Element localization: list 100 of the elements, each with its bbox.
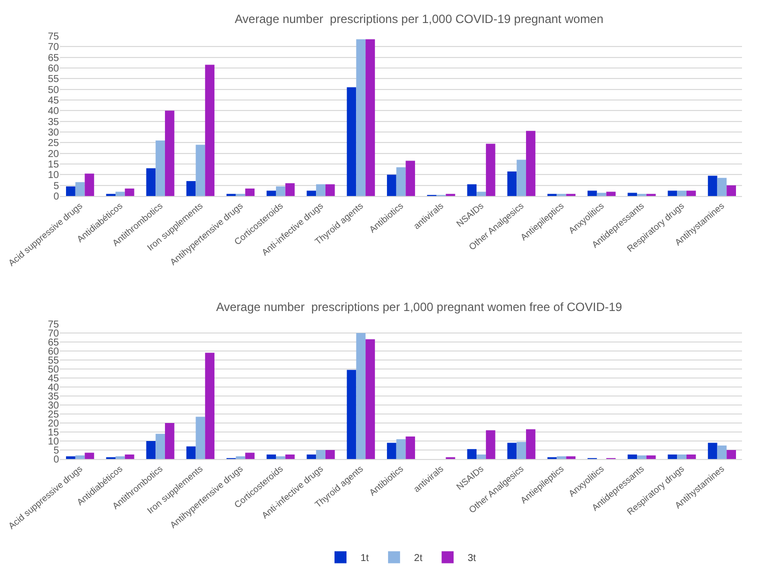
bar [124,188,134,196]
bar [516,442,526,459]
bar [205,352,214,459]
y-tick-label: 30 [48,128,60,138]
bar [146,168,156,196]
legend-label: 1t [360,553,370,564]
bar [325,450,335,459]
bar [205,64,214,196]
bar [668,190,678,196]
y-tick-label: 60 [48,64,60,74]
bar [186,181,196,196]
bar [164,423,174,459]
bar [677,190,686,196]
y-tick-label: 50 [48,84,60,96]
bar [306,190,316,196]
y-tick-label: 55 [48,356,60,366]
y-tick-label: 35 [48,392,60,402]
bar [156,434,165,459]
bar [156,140,165,196]
bar [486,144,496,196]
legend-label: 3t [468,553,476,564]
bar [646,455,656,459]
bar [507,171,517,196]
bar [486,430,496,459]
bar [516,160,526,196]
bar [406,160,416,196]
bar [668,454,678,459]
y-tick-label: 25 [48,410,60,420]
bar [686,454,696,459]
bar [588,190,597,196]
bar [366,39,375,196]
bar [726,185,736,196]
bar [116,192,125,196]
bar [566,456,576,459]
bar [196,144,206,196]
y-tick-label: 40 [48,382,60,394]
bar [386,442,396,459]
bar [84,452,94,459]
bar [396,439,406,459]
y-tick-label: 55 [48,74,60,86]
bar [285,454,295,459]
y-tick-label: 5 [53,180,60,192]
bar [245,452,255,459]
bar [637,455,646,459]
y-tick-label: 0 [53,192,60,202]
chart-title: Average number prescriptions per 1,000 pregnant women free of COVID-19 [216,300,622,314]
bar [628,192,638,196]
y-tick-label: 35 [48,116,60,128]
bar [146,441,156,459]
y-tick-label: 15 [48,160,60,170]
y-tick-label: 10 [48,436,60,448]
bar [726,450,736,459]
bar [276,186,286,196]
bar [396,167,406,196]
bar [66,186,76,196]
bar [285,183,295,196]
y-tick-label: 30 [48,400,60,412]
bar [116,456,125,459]
y-tick-label: 15 [48,428,60,438]
chart-title: Average number prescriptions per 1,000 COVID-19 pregnant women [234,12,604,26]
y-tick-label: 5 [53,446,60,456]
bar [386,174,396,196]
bar [366,339,375,459]
bar [266,190,276,196]
y-tick-label: 45 [48,96,60,106]
bar [507,442,517,459]
bar [196,416,206,459]
bar [526,429,536,459]
bar [708,176,718,196]
y-tick-label: 20 [48,418,60,430]
y-tick-label: 65 [48,52,60,64]
y-tick-label: 20 [48,148,60,160]
y-tick-label: 60 [48,346,60,358]
y-tick-label: 40 [48,106,60,118]
bar [526,130,536,196]
bar [628,454,638,459]
y-tick-label: 0 [53,454,60,466]
legend-label: 2t [414,553,423,564]
y-tick-label: 25 [48,138,60,150]
bar [316,184,326,196]
bar [75,182,85,196]
bar [596,192,606,196]
bar [356,333,366,459]
bar [306,454,316,459]
y-tick-label: 45 [48,374,60,384]
bar [276,456,286,459]
y-tick-label: 10 [48,170,60,182]
bar [717,178,727,196]
y-tick-label: 75 [48,320,60,330]
bar [164,110,174,196]
bar [325,184,335,196]
y-tick-label: 70 [48,328,60,340]
bar [717,446,727,459]
bar [406,436,416,459]
bar [245,188,255,196]
bar [467,184,477,196]
y-tick-label: 50 [48,364,60,376]
bar [316,450,326,459]
bar [476,192,486,196]
bar [346,87,356,196]
